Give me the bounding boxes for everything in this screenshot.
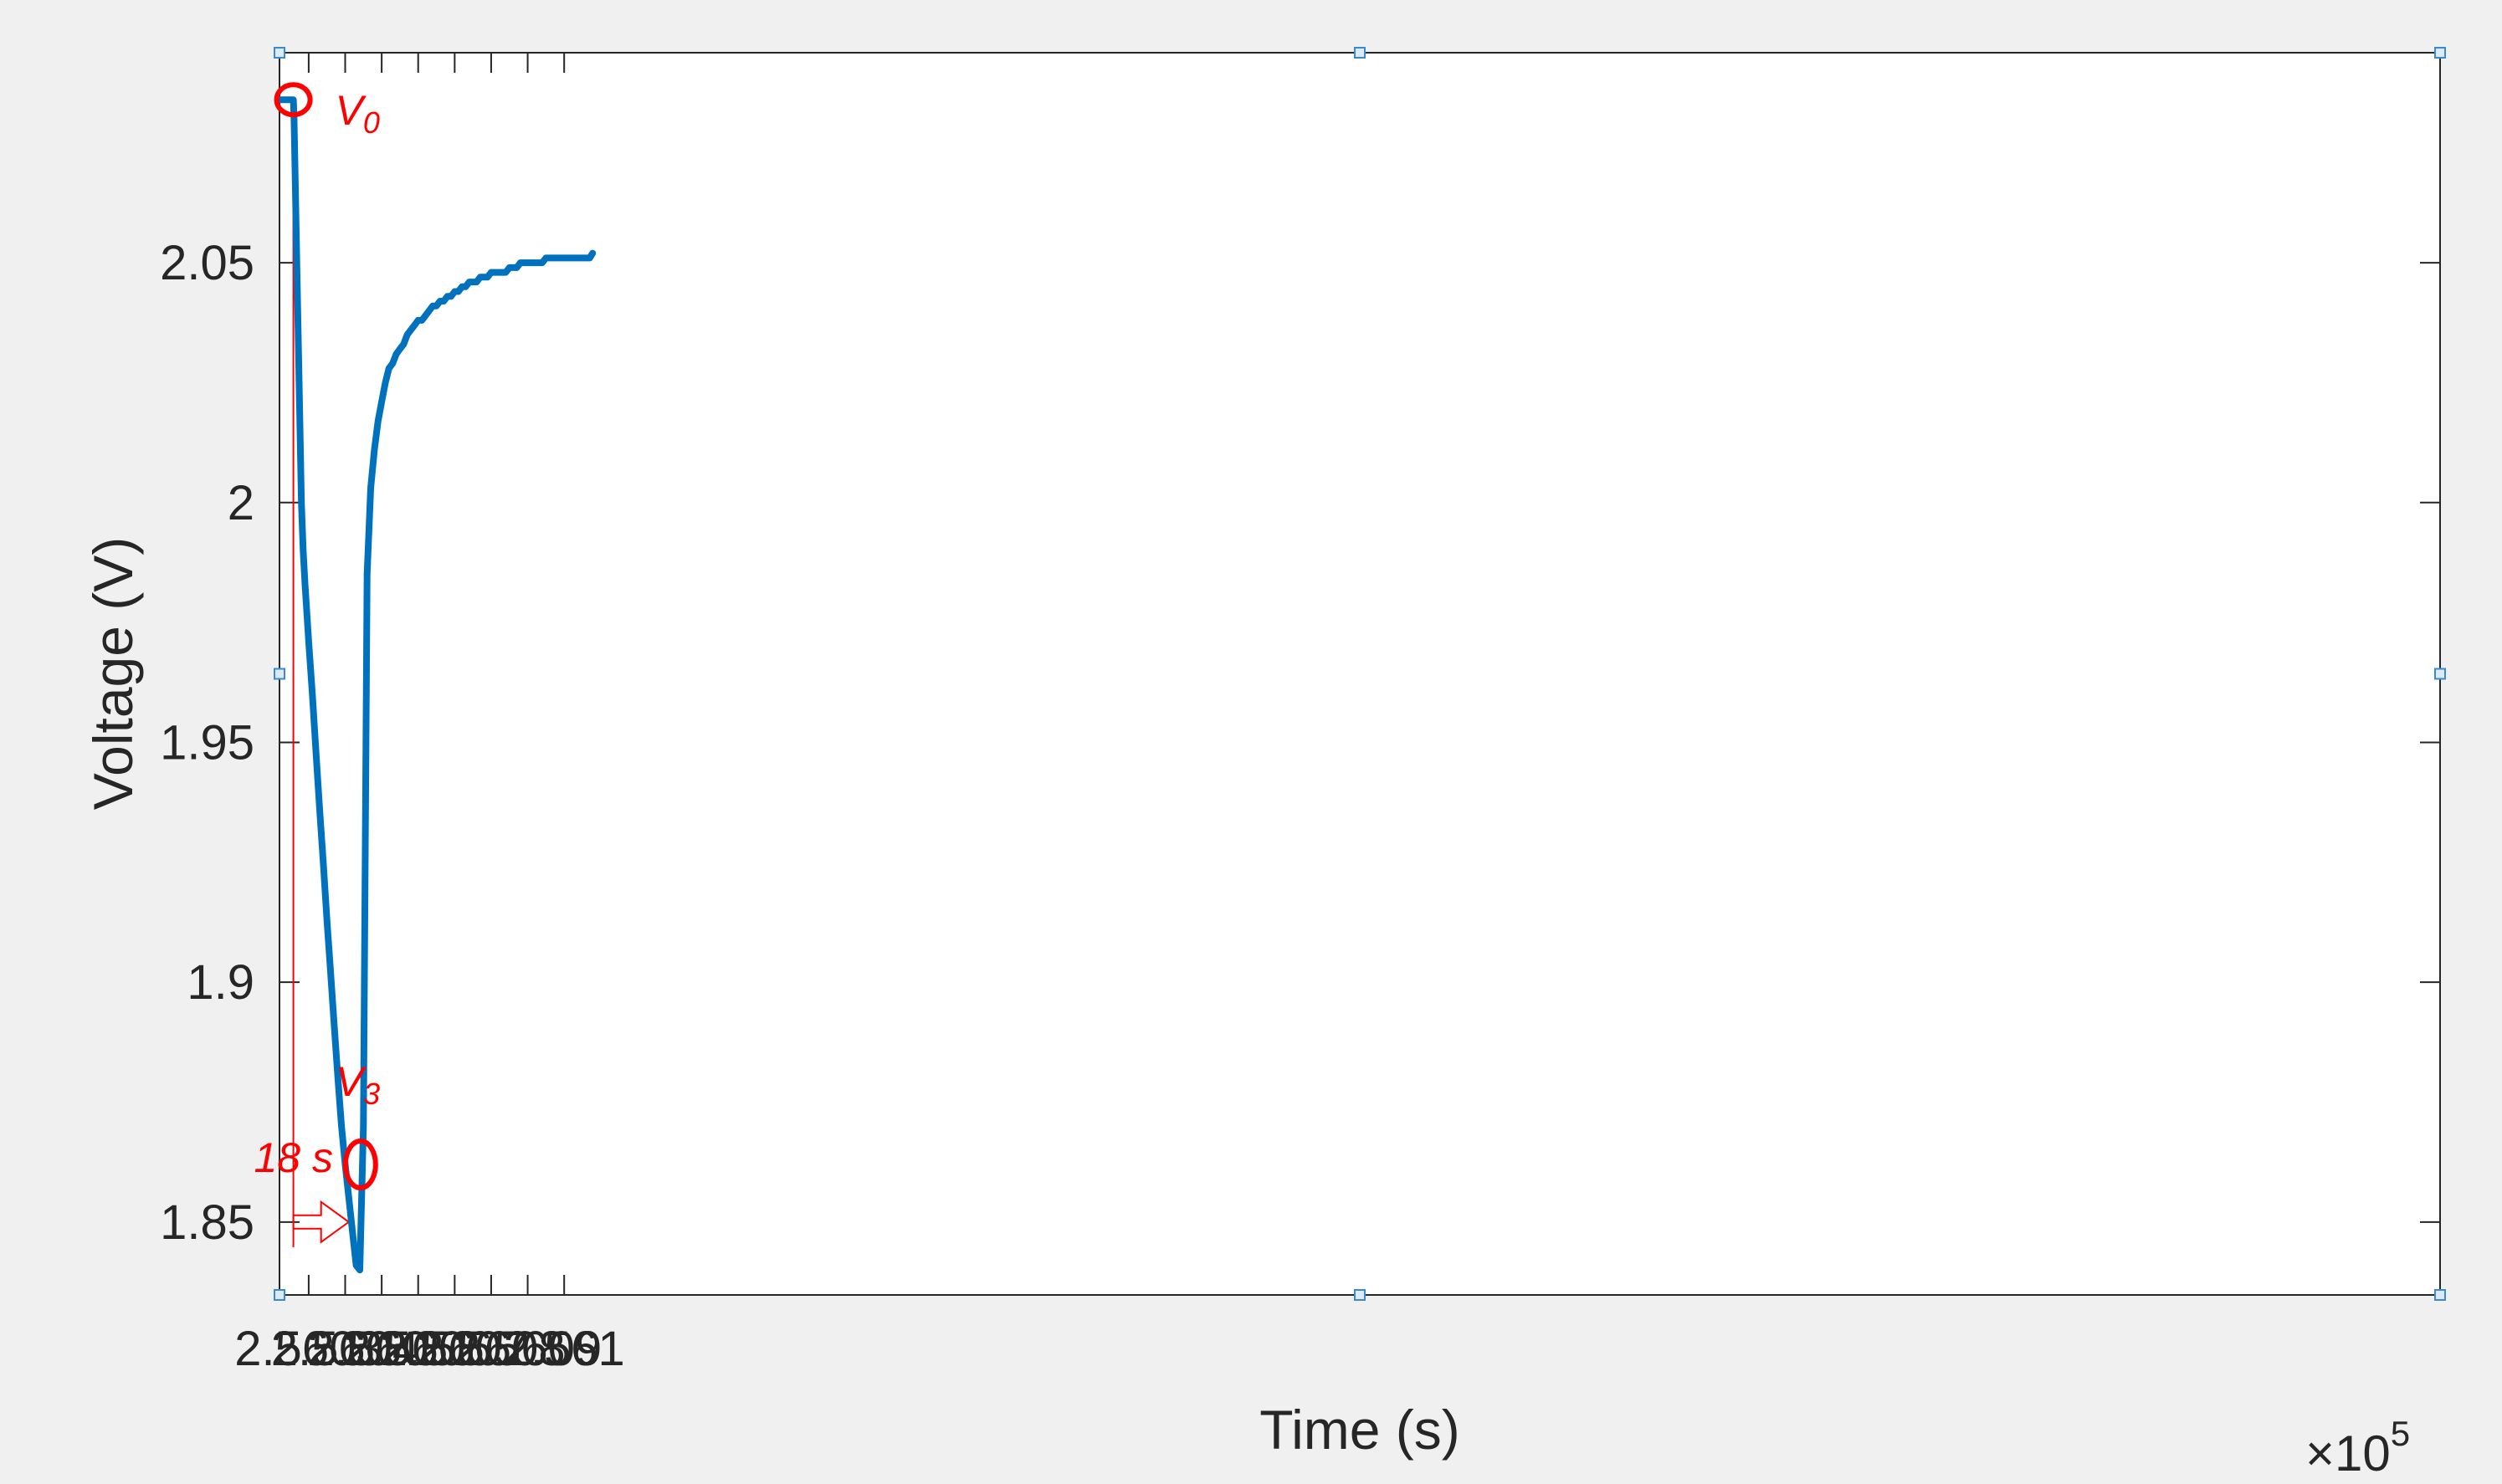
x-tick-label: 2.5605 <box>307 1322 455 1376</box>
resize-handle[interactable] <box>1354 47 1366 59</box>
resize-handle[interactable] <box>274 1289 285 1301</box>
x-tick-label: 2.5607 <box>381 1322 529 1376</box>
voltage-series-line <box>276 96 597 1274</box>
resize-handle[interactable] <box>2434 47 2446 59</box>
x-exponent-base: ×10 <box>2305 1425 2391 1481</box>
resize-handle[interactable] <box>1354 1289 1366 1301</box>
x-axis-label: Time (s) <box>1259 1399 1460 1461</box>
y-tick-label: 1.85 <box>160 1195 254 1250</box>
x-exponent-power: 5 <box>2391 1414 2410 1453</box>
duration-label: 18 s <box>254 1134 333 1181</box>
x-tick-label: 2.5606 <box>344 1322 492 1376</box>
x-exponent: ×105 <box>2305 1414 2410 1481</box>
v3-label: V3 <box>336 1058 380 1111</box>
resize-handle[interactable] <box>274 668 285 680</box>
y-tick-labels: 1.85 1.9 1.95 2 2.05 <box>160 236 254 1250</box>
x-tick-label: 2.5608 <box>417 1322 565 1376</box>
v0-label: V0 <box>336 87 380 140</box>
v0-marker <box>274 82 313 118</box>
plot-area <box>279 52 2441 1296</box>
y-axis-label: Voltage (V) <box>82 537 144 811</box>
duration-arrow <box>292 1200 351 1244</box>
y-tick-label: 2 <box>228 476 254 530</box>
v3-marker <box>342 1139 378 1191</box>
x-tick-label: 2.5603 <box>234 1322 382 1376</box>
y-tick-label: 1.9 <box>187 955 254 1010</box>
x-tick-label: 2.5609 <box>454 1322 602 1376</box>
axis-ticks <box>279 53 2440 1295</box>
selection-handles[interactable] <box>274 47 2446 1301</box>
x-tick-label: 2.5604 <box>271 1322 419 1376</box>
resize-handle[interactable] <box>274 47 285 59</box>
y-tick-label: 1.95 <box>160 715 254 770</box>
resize-handle[interactable] <box>2434 1289 2446 1301</box>
y-tick-label: 2.05 <box>160 236 254 290</box>
x-tick-label: 2.561 <box>504 1322 625 1376</box>
resize-handle[interactable] <box>2434 668 2446 680</box>
x-tick-labels: 2.56032.56042.56052.56062.56072.56082.56… <box>234 1322 625 1376</box>
